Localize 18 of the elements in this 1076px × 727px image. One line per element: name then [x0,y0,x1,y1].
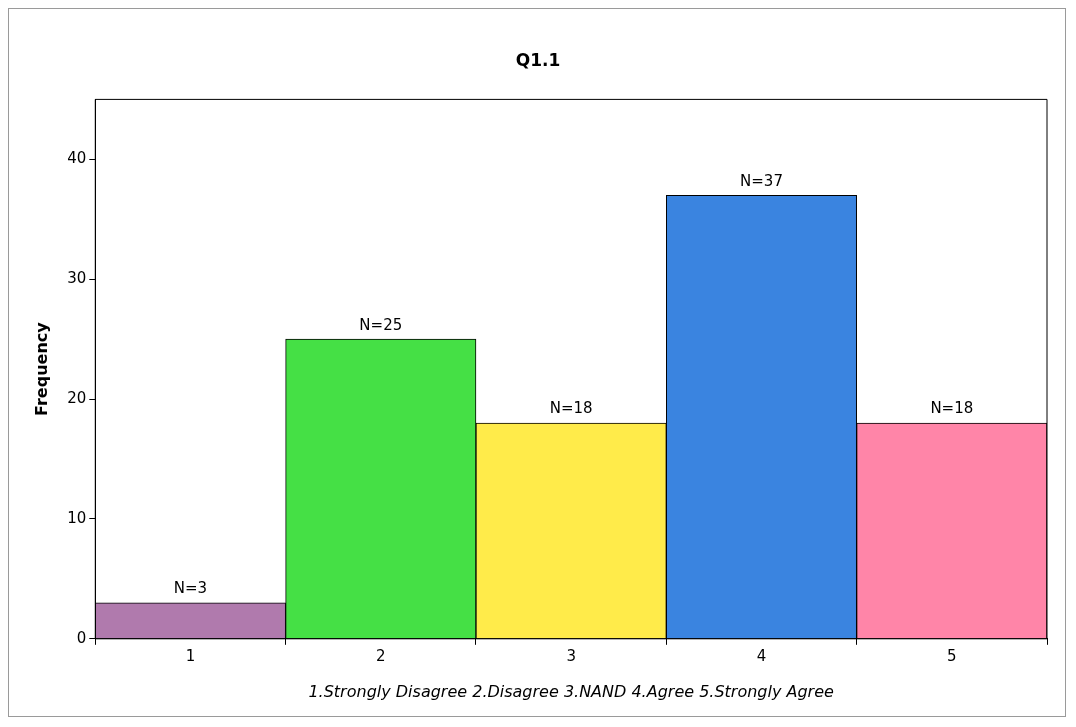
x-tick-label: 3 [566,646,576,665]
y-tick-label: 20 [67,388,87,407]
data-label: N=18 [549,399,593,418]
y-tick-label: 0 [76,628,87,647]
y-tick-label: 30 [67,269,87,288]
chart-title: Q1.1 [515,49,561,70]
x-tick-label: 4 [756,646,767,665]
y-axis-title: Frequency [31,321,51,416]
data-label: N=3 [173,579,208,598]
x-tick-label: 2 [376,646,386,665]
data-label: N=37 [740,171,783,190]
x-tick-label: 5 [947,646,957,665]
y-tick-label: 40 [67,149,87,168]
y-tick-label: 10 [67,508,87,527]
x-tick-label: 1 [185,646,196,665]
data-label: N=18 [930,399,974,418]
x-axis-title: 1.Strongly Disagree 2.Disagree 3.NAND 4.Agree 5.Strongly Agree [308,681,835,701]
data-label: N=25 [359,315,403,334]
